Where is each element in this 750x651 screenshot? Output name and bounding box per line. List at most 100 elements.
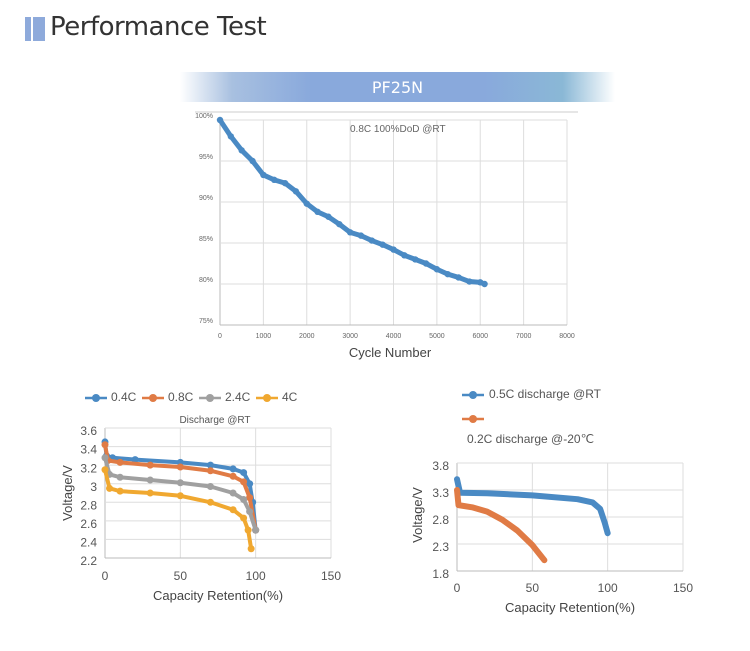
- data-point: [247, 545, 255, 553]
- y-tick-label: 90%: [199, 195, 213, 202]
- title-accent-bar: [25, 17, 31, 41]
- data-point: [176, 479, 184, 487]
- series-line-0-8c: [103, 442, 258, 533]
- data-point: [240, 496, 248, 503]
- data-point: [116, 458, 124, 466]
- data-point: [401, 252, 408, 259]
- data-point: [336, 220, 343, 228]
- data-point: [390, 246, 397, 253]
- data-point: [411, 256, 419, 263]
- data-point: [271, 176, 278, 184]
- data-point: [206, 461, 214, 469]
- y-tick-label: 3.3: [432, 486, 449, 500]
- y-axis-title: Voltage/V: [60, 465, 75, 521]
- y-axis-title: Voltage/V: [410, 487, 425, 543]
- data-point: [249, 157, 256, 165]
- data-point: [433, 266, 441, 273]
- data-point: [466, 278, 473, 285]
- data-point: [368, 237, 376, 244]
- data-point: [101, 466, 109, 474]
- data-point: [229, 465, 237, 473]
- data-point: [325, 213, 332, 220]
- legend-label: 4C: [282, 390, 298, 404]
- model-label: PF25N: [371, 78, 424, 97]
- data-point: [227, 133, 235, 140]
- data-point: [246, 508, 254, 516]
- data-point: [346, 229, 354, 236]
- x-axis-title: Capacity Retention(%): [153, 588, 283, 603]
- series-line-0-5c-discharge-rt: [454, 476, 611, 537]
- data-point: [146, 476, 154, 484]
- data-point: [240, 469, 248, 477]
- data-point: [101, 441, 109, 449]
- y-tick-label: 80%: [199, 277, 213, 284]
- model-banner: PF25N: [180, 72, 615, 102]
- legend-marker: [92, 394, 100, 402]
- x-tick-label: 3000: [342, 333, 358, 340]
- y-tick-label: 100%: [195, 113, 213, 120]
- data-point: [229, 506, 237, 514]
- x-tick-label: 6000: [472, 333, 488, 340]
- data-point: [244, 526, 252, 534]
- y-tick-label: 95%: [199, 154, 213, 161]
- data-point: [101, 454, 109, 462]
- series-line-0-2c-discharge-20-: [454, 487, 548, 564]
- y-tick-label: 2.8: [80, 498, 97, 512]
- data-point: [252, 526, 260, 534]
- legend-label: 0.5C discharge @RT: [489, 387, 602, 401]
- legend-marker: [469, 415, 477, 423]
- data-point: [314, 208, 321, 216]
- data-point: [106, 484, 114, 492]
- x-tick-label: 4000: [386, 333, 402, 340]
- data-point: [176, 492, 184, 500]
- legend-marker: [149, 394, 157, 402]
- legend-marker: [263, 394, 271, 402]
- legend-marker: [206, 394, 214, 402]
- x-tick-label: 100: [598, 581, 618, 595]
- data-point: [176, 463, 184, 471]
- data-point: [131, 456, 139, 464]
- data-point: [240, 478, 248, 486]
- x-tick-label: 7000: [516, 333, 532, 340]
- y-tick-label: 2.3: [432, 540, 449, 554]
- page-title: Performance Test: [50, 12, 267, 42]
- data-point: [216, 116, 224, 124]
- data-point: [357, 232, 365, 239]
- title-accent-bar: [33, 17, 45, 41]
- legend-label: 2.4C: [225, 390, 251, 404]
- x-tick-label: 0: [218, 333, 222, 340]
- series-line-2-4c: [103, 455, 258, 533]
- data-point: [303, 200, 310, 207]
- legend-label: 0.8C: [168, 390, 194, 404]
- data-point: [379, 241, 386, 248]
- legend-label: 0.4C: [111, 390, 137, 404]
- x-tick-label: 100: [246, 569, 266, 583]
- x-axis-title: Capacity Retention(%): [505, 600, 635, 615]
- data-point: [246, 494, 254, 502]
- y-tick-label: 3.4: [80, 443, 97, 457]
- x-tick-label: 0: [102, 569, 109, 583]
- data-point: [206, 498, 214, 506]
- y-tick-label: 2.6: [80, 517, 97, 531]
- data-point: [246, 480, 254, 488]
- y-tick-label: 3.8: [432, 459, 449, 473]
- y-tick-label: 3.2: [80, 461, 97, 475]
- y-tick-label: 2.8: [432, 513, 449, 527]
- x-tick-label: 5000: [429, 333, 445, 340]
- data-point: [281, 179, 289, 187]
- y-tick-label: 85%: [199, 236, 213, 243]
- x-tick-label: 50: [174, 569, 188, 583]
- series-line-4c: [103, 467, 254, 551]
- y-tick-label: 3: [90, 480, 97, 494]
- y-tick-label: 3.6: [80, 424, 97, 438]
- data-point: [146, 489, 154, 497]
- data-point: [206, 467, 214, 475]
- legend-label: 0.2C discharge @-20℃: [467, 432, 594, 446]
- x-tick-label: 150: [321, 569, 341, 583]
- data-point: [455, 274, 462, 281]
- x-axis-title: Cycle Number: [349, 345, 432, 360]
- data-point: [206, 483, 214, 490]
- y-tick-label: 2.2: [80, 554, 97, 568]
- y-tick-label: 2.4: [80, 536, 97, 550]
